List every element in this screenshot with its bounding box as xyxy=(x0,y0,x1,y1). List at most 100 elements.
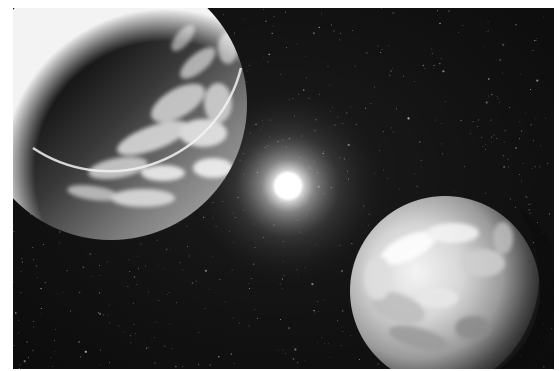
star-dot xyxy=(248,64,250,67)
star-dot xyxy=(245,81,247,83)
star-dot xyxy=(514,206,516,208)
star-dot xyxy=(209,364,211,366)
star-dot xyxy=(78,291,81,294)
star-dot xyxy=(462,24,464,26)
star-dot xyxy=(177,222,179,224)
star-dot xyxy=(539,166,541,168)
star-dot xyxy=(36,276,38,278)
star-dot xyxy=(100,349,101,351)
star-dot xyxy=(485,101,488,104)
star-dot xyxy=(312,32,315,35)
star-dot xyxy=(502,155,504,157)
upper-left-planet xyxy=(13,8,247,240)
star-dot xyxy=(102,314,105,316)
star-dot xyxy=(407,117,410,120)
star-dot xyxy=(273,16,275,18)
star-dot xyxy=(204,269,207,272)
star-dot xyxy=(327,65,329,67)
star-dot xyxy=(390,70,392,72)
star-dot xyxy=(503,165,505,167)
star-dot xyxy=(99,364,101,366)
star-dot xyxy=(317,301,318,302)
star-dot xyxy=(33,259,35,261)
star-dot xyxy=(36,265,38,267)
star-dot xyxy=(390,127,393,129)
star-dot xyxy=(448,10,450,12)
star-dot xyxy=(118,325,120,327)
star-dot xyxy=(442,153,444,155)
star-dot xyxy=(482,145,484,147)
star-dot xyxy=(502,72,504,74)
star-dot xyxy=(171,347,173,349)
star-dot xyxy=(187,246,188,248)
star-dot xyxy=(89,253,91,255)
star-dot xyxy=(382,131,384,132)
star-dot xyxy=(254,309,256,310)
star-dot xyxy=(440,58,442,60)
star-dot xyxy=(321,13,323,15)
star-dot xyxy=(168,292,170,293)
star-dot xyxy=(19,364,21,366)
star-dot xyxy=(440,143,442,145)
star-dot xyxy=(147,346,149,348)
star-dot xyxy=(13,344,15,346)
star-dot xyxy=(99,264,101,266)
star-dot xyxy=(182,269,184,271)
star-dot xyxy=(431,48,433,50)
star-dot xyxy=(127,285,129,287)
star-dot xyxy=(533,39,536,42)
star-dot xyxy=(329,84,331,86)
star-dot xyxy=(491,93,493,96)
star-dot xyxy=(487,95,489,97)
star-dot xyxy=(402,75,404,77)
star-dot xyxy=(303,89,305,91)
star-dot xyxy=(496,138,498,140)
star-dot xyxy=(313,310,315,312)
star-dot xyxy=(133,324,135,326)
star-dot xyxy=(248,325,250,327)
star-dot xyxy=(153,336,155,338)
star-dot xyxy=(22,261,24,263)
star-dot xyxy=(366,52,368,54)
star-dot xyxy=(306,77,308,79)
star-dot xyxy=(472,121,474,123)
star-dot xyxy=(515,24,517,26)
star-dot xyxy=(419,141,421,143)
star-dot xyxy=(66,270,68,272)
star-dot xyxy=(188,255,190,257)
star-dot xyxy=(107,314,109,316)
star-dot xyxy=(509,198,511,200)
star-dot xyxy=(109,362,110,364)
star-dot xyxy=(292,358,295,360)
star-dot xyxy=(99,274,101,276)
star-dot xyxy=(318,26,320,29)
star-dot xyxy=(509,107,511,109)
star-dot xyxy=(322,299,324,301)
star-dot xyxy=(208,289,210,291)
star-dot xyxy=(532,49,534,51)
star-dot xyxy=(238,322,240,324)
star-dot xyxy=(499,59,501,61)
star-dot xyxy=(23,360,26,363)
star-dot xyxy=(169,323,171,325)
star-dot xyxy=(340,345,342,347)
star-dot xyxy=(392,68,393,70)
star-dot xyxy=(204,308,206,310)
star-dot xyxy=(534,166,536,168)
star-dot xyxy=(485,143,487,145)
star-dot xyxy=(439,22,441,25)
star-dot xyxy=(493,134,495,136)
star-dot xyxy=(340,33,342,34)
star-dot xyxy=(57,293,58,295)
star-dot xyxy=(191,282,194,284)
star-dot xyxy=(354,65,356,67)
star-dot xyxy=(129,270,131,272)
star-dot xyxy=(304,360,306,362)
star-dot xyxy=(377,363,379,365)
star-dot xyxy=(106,261,108,263)
star-dot xyxy=(54,351,56,353)
star-dot xyxy=(543,366,545,368)
star-dot xyxy=(156,239,158,241)
star-dot xyxy=(351,30,353,32)
